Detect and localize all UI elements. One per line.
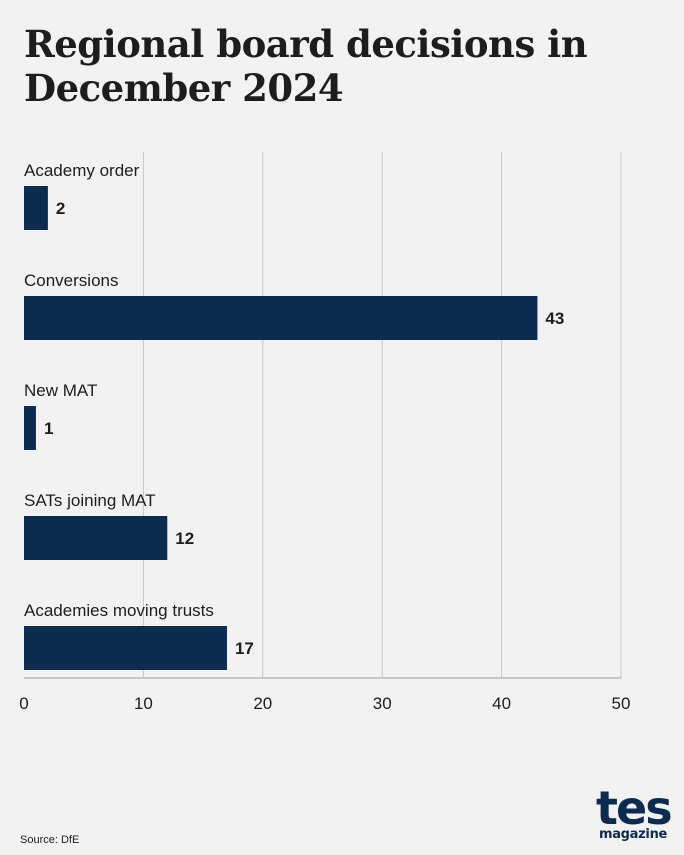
x-tick-label: 10 [134, 694, 153, 713]
x-tick-label: 30 [373, 694, 392, 713]
value-label: 17 [235, 639, 254, 658]
value-label: 2 [56, 199, 65, 218]
logo-main: tes [596, 781, 673, 835]
chart-title: Regional board decisions in December 202… [24, 22, 588, 110]
category-label: Academies moving trusts [24, 601, 214, 620]
bar [24, 186, 48, 230]
bar [24, 626, 227, 670]
x-tick-label: 40 [492, 694, 511, 713]
x-axis: 0 10 20 30 40 50 [19, 677, 631, 713]
value-label: 12 [175, 529, 194, 548]
x-tick-label: 0 [19, 694, 28, 713]
tes-logo: tes magazine [596, 781, 673, 842]
labels: Academy order 2 Conversions 43 New MAT 1 SATs … [24, 161, 564, 658]
bar [24, 406, 36, 450]
category-label: SATs joining MAT [24, 491, 156, 510]
value-label: 1 [44, 419, 53, 438]
bar [24, 296, 538, 340]
x-tick-label: 50 [612, 694, 631, 713]
category-label: Conversions [24, 271, 119, 290]
gridlines [142, 152, 622, 678]
bar [24, 516, 168, 560]
x-tick-label: 20 [253, 694, 272, 713]
source-note: Source: DfE [20, 834, 80, 846]
bars [24, 186, 538, 670]
value-label: 43 [545, 309, 564, 328]
category-label: Academy order [24, 161, 140, 180]
category-label: New MAT [24, 381, 97, 400]
logo-sub: magazine [598, 827, 668, 842]
